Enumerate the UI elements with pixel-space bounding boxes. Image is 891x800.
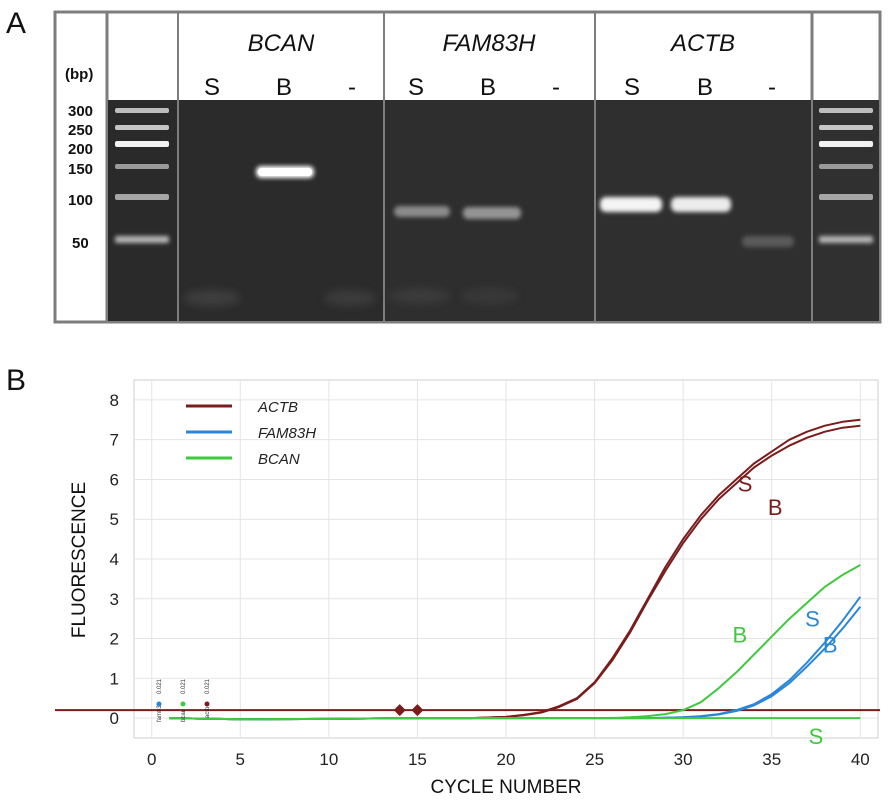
band-actb-b (671, 197, 731, 212)
band-actb-neg (742, 236, 794, 247)
lane-label: - (552, 74, 560, 101)
y-tick-label: 6 (110, 470, 119, 489)
marker-value-bcan: 0.021 (181, 678, 187, 694)
bp-label: 100 (68, 192, 93, 209)
lane-label: B (697, 74, 713, 101)
bp-label: 50 (72, 235, 89, 252)
marker-dot-fam83h (156, 701, 162, 707)
threshold-diamond (393, 704, 406, 717)
marker-text-actb: actb (205, 706, 211, 718)
series-layer (169, 418, 862, 721)
band-fam83h-s (394, 206, 450, 217)
gene-label-actb: ACTB (669, 30, 735, 57)
x-tick-label: 25 (585, 750, 604, 769)
tick-labels: 0 5 10 15 20 25 30 35 40 0 1 2 3 4 5 6 7 8 (110, 391, 870, 769)
bp-label: 250 (68, 122, 93, 139)
gel-panel: BCAN FAM83H ACTB S B - S B - S B - (bp) … (53, 10, 882, 324)
lane-label: S (624, 74, 640, 101)
ladder-band (115, 141, 169, 147)
series-line-bcan-s (169, 717, 861, 721)
gel-smear (462, 288, 518, 304)
lane-label: S (204, 74, 220, 101)
x-tick-label: 15 (408, 750, 427, 769)
curve-label: S (809, 724, 824, 749)
ladder-band (819, 141, 873, 147)
x-tick-label: 0 (147, 750, 156, 769)
ladder-band (115, 108, 169, 113)
band-fam83h-b (463, 207, 521, 219)
ladder-band (819, 194, 873, 200)
y-tick-label: 0 (110, 709, 119, 728)
legend: ACTB FAM83H BCAN (186, 399, 316, 468)
origin-annotations: fam83h 0.021 bcan 0.021 actb 0.021 (156, 678, 211, 722)
lane-label: S (408, 74, 424, 101)
legend-label-actb: ACTB (257, 399, 298, 416)
x-tick-label: 40 (851, 750, 870, 769)
x-tick-label: 5 (236, 750, 245, 769)
marker-dot-actb (204, 701, 210, 707)
legend-label-bcan: BCAN (258, 451, 300, 468)
gene-label-fam83h: FAM83H (443, 30, 537, 57)
lane-label: - (348, 74, 356, 101)
marker-dot-bcan (180, 701, 186, 707)
band-bcan-b-core (258, 168, 312, 176)
gel-ladder-right (813, 100, 879, 321)
threshold-markers (393, 704, 424, 717)
band-actb-s (600, 197, 662, 212)
y-tick-label: 1 (110, 669, 119, 688)
curve-label: S (805, 607, 820, 632)
gel-smear (324, 290, 376, 306)
y-tick-label: 5 (110, 510, 119, 529)
y-tick-label: 2 (110, 630, 119, 649)
curve-label: S (738, 471, 753, 496)
gel-smear (184, 290, 240, 306)
x-tick-label: 30 (674, 750, 693, 769)
ladder-band (819, 125, 873, 130)
panel-b-letter: B (6, 364, 26, 397)
x-tick-label: 35 (762, 750, 781, 769)
bp-label: 150 (68, 161, 93, 178)
y-tick-label: 3 (110, 590, 119, 609)
x-tick-label: 10 (319, 750, 338, 769)
ladder-band (819, 164, 873, 169)
ladder-band (115, 164, 169, 169)
marker-text-fam83h: fam83h (157, 702, 163, 722)
sample-bands (256, 166, 794, 247)
lane-label: B (276, 74, 292, 101)
threshold-diamond (411, 704, 424, 717)
y-tick-label: 7 (110, 431, 119, 450)
panel-a-letter: A (6, 7, 26, 40)
x-tick-label: 20 (497, 750, 516, 769)
gel-smear (390, 288, 450, 304)
marker-text-bcan: bcan (181, 709, 187, 722)
curve-label: B (823, 632, 838, 657)
gene-label-bcan: BCAN (248, 30, 315, 57)
lane-label: B (480, 74, 496, 101)
curve-label: B (732, 623, 747, 648)
y-tick-label: 8 (110, 391, 119, 410)
x-axis-title: CYCLE NUMBER (431, 777, 582, 798)
ladder-band (819, 236, 873, 243)
gel-bcan (179, 100, 383, 321)
ladder-right (819, 108, 873, 243)
bp-unit-label: (bp) (65, 66, 93, 83)
y-axis-title: FLUORESCENCE (69, 482, 90, 638)
ladder-left (115, 108, 169, 243)
lane-label: - (768, 74, 776, 101)
ladder-band (115, 194, 169, 200)
ladder-band (115, 236, 169, 243)
legend-label-fam83h: FAM83H (258, 425, 316, 442)
y-tick-label: 4 (110, 550, 119, 569)
marker-value-actb: 0.021 (205, 678, 211, 694)
ladder-band (115, 125, 169, 130)
curve-label: B (768, 495, 783, 520)
bp-label: 300 (68, 103, 93, 120)
marker-value-fam83h: 0.021 (157, 678, 163, 694)
bp-label: 200 (68, 141, 93, 158)
gel-ladder-left (108, 100, 177, 321)
ladder-band (819, 108, 873, 113)
